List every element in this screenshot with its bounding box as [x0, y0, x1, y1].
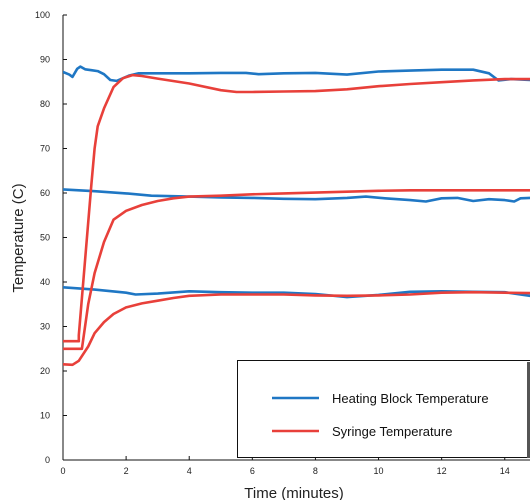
y-tick-label: 40: [40, 277, 50, 287]
x-tick-label: 12: [437, 466, 447, 476]
y-tick-label: 100: [35, 10, 50, 20]
x-tick-label: 8: [313, 466, 318, 476]
y-tick-label: 70: [40, 144, 50, 154]
y-tick-label: 10: [40, 411, 50, 421]
y-tick-label: 20: [40, 366, 50, 376]
series-line-syringe-temperature-4: [63, 73, 530, 343]
legend-shadow-right: [527, 362, 530, 458]
x-tick-label: 14: [500, 466, 510, 476]
legend-label-heating-block: Heating Block Temperature: [332, 391, 489, 406]
series-line-syringe-temperature-5: [63, 189, 530, 351]
series-line-heating-block-temperature-2: [63, 188, 530, 203]
legend: Heating Block Temperature Syringe Temper…: [237, 360, 530, 458]
y-axis-label: Temperature (C): [10, 183, 27, 292]
series-line-syringe-temperature-6: [63, 290, 530, 367]
legend-box: [237, 360, 530, 458]
x-tick-label: 2: [124, 466, 129, 476]
y-tick-label: 80: [40, 99, 50, 109]
x-tick-label: 4: [187, 466, 192, 476]
legend-label-syringe: Syringe Temperature: [332, 424, 452, 439]
y-tick-label: 60: [40, 188, 50, 198]
y-tick-label: 30: [40, 322, 50, 332]
series-layer: [63, 65, 530, 367]
axes: 0 10 20 30 40 50 60 70 80 90 100 0 2 4 6 8 10 12 14: [35, 10, 530, 476]
x-tick-label: 0: [60, 466, 65, 476]
y-tick-label: 90: [40, 55, 50, 65]
x-axis-label: Time (minutes): [244, 485, 343, 500]
series-line-heating-block-temperature-1: [63, 65, 530, 83]
y-tick-label: 50: [40, 233, 50, 243]
x-tick-label: 6: [250, 466, 255, 476]
x-tick-label: 10: [374, 466, 384, 476]
y-tick-label: 0: [45, 455, 50, 465]
